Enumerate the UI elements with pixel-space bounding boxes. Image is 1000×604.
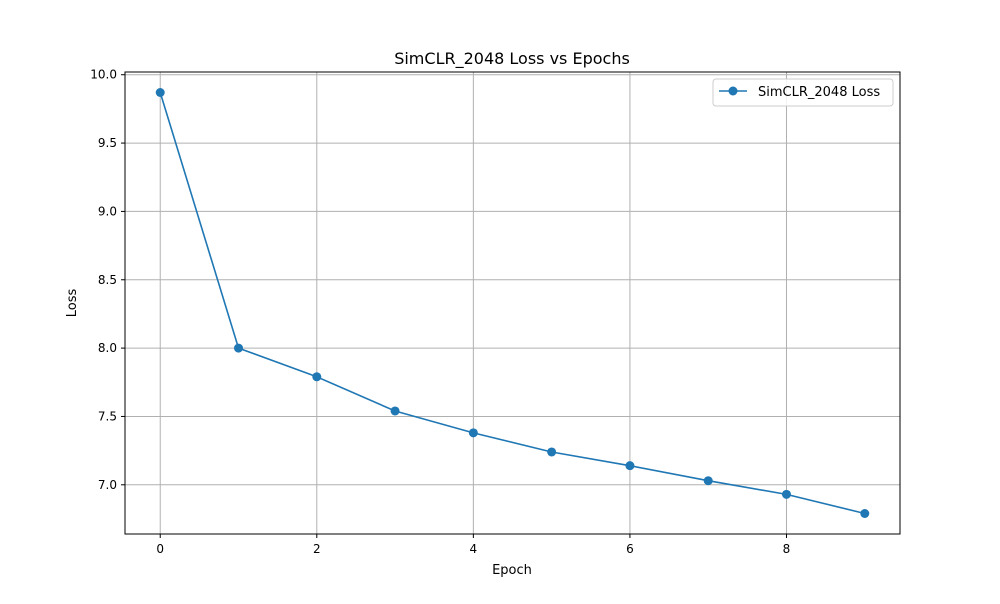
legend: SimCLR_2048 Loss — [712, 78, 894, 107]
x-tick-label: 2 — [313, 542, 321, 556]
y-tick-label: 8.5 — [98, 273, 117, 287]
data-point — [234, 343, 244, 353]
data-point — [547, 447, 557, 457]
x-tick-label: 8 — [783, 542, 791, 556]
data-point — [625, 461, 635, 471]
legend-box — [712, 78, 894, 107]
legend-label: SimCLR_2048 Loss — [758, 85, 880, 100]
y-tick-label: 7.5 — [98, 409, 117, 423]
data-point — [390, 406, 400, 416]
data-point — [155, 88, 165, 98]
y-tick-label: 9.5 — [98, 136, 117, 150]
legend-marker-swatch — [728, 86, 738, 96]
y-tick-label: 10.0 — [90, 68, 117, 82]
x-tick-label: 6 — [626, 542, 634, 556]
data-point — [703, 476, 713, 486]
data-point — [860, 508, 870, 518]
y-axis-label: Loss — [65, 289, 80, 318]
chart-title: SimCLR_2048 Loss vs Epochs — [394, 49, 630, 69]
data-point — [468, 428, 478, 438]
y-tick-label: 7.0 — [98, 478, 117, 492]
y-tick-label: 8.0 — [98, 341, 117, 355]
series-line — [159, 92, 865, 515]
y-tick-label: 9.0 — [98, 204, 117, 218]
x-axis-label: Epoch — [492, 563, 532, 578]
x-tick-label: 0 — [156, 542, 164, 556]
series-layer — [155, 88, 870, 518]
axis-ticks: 0 2 4 6 8 7.0 7.5 8.0 8.5 9.0 9.5 10.0 — [90, 68, 790, 556]
data-point — [781, 489, 791, 499]
grid — [125, 72, 900, 534]
plot-frame — [124, 71, 901, 535]
x-tick-label: 4 — [470, 542, 478, 556]
data-point — [312, 372, 322, 382]
